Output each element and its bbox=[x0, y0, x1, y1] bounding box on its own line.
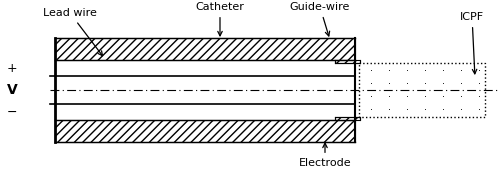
Text: V: V bbox=[6, 83, 18, 97]
Text: Electrode: Electrode bbox=[298, 143, 352, 168]
Text: +: + bbox=[6, 62, 18, 75]
Text: −: − bbox=[7, 105, 17, 118]
Text: ICPF: ICPF bbox=[460, 12, 484, 74]
Text: Guide-wire: Guide-wire bbox=[290, 2, 350, 36]
Text: Lead wire: Lead wire bbox=[43, 8, 102, 56]
Bar bbox=[55, 120, 355, 142]
Bar bbox=[335, 60, 360, 63]
Bar bbox=[55, 38, 355, 60]
Text: Catheter: Catheter bbox=[196, 2, 244, 36]
Bar bbox=[359, 63, 485, 117]
Bar bbox=[335, 117, 360, 120]
